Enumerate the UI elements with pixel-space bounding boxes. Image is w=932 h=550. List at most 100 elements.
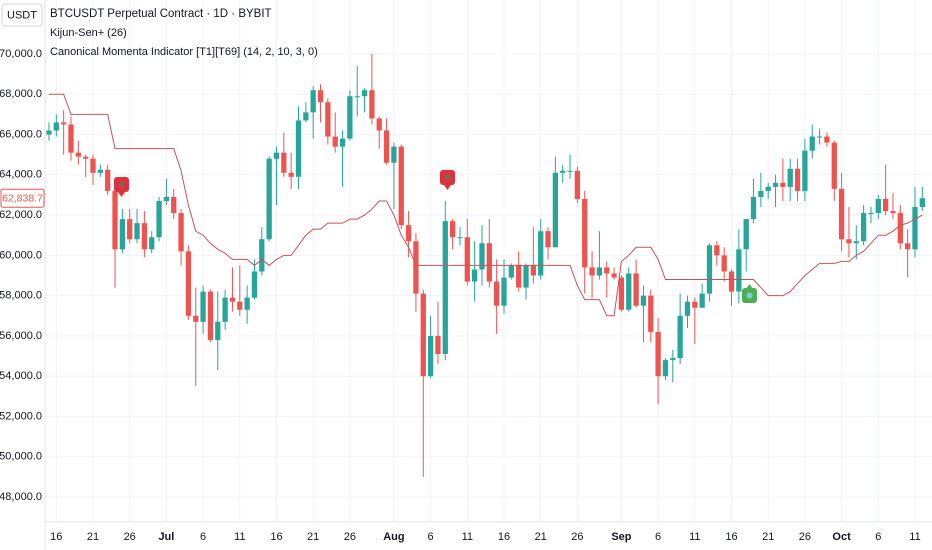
candle-body <box>596 267 603 276</box>
candle-body <box>714 245 720 256</box>
candle-body <box>149 237 155 250</box>
y-tick-label: 54,000.0 <box>0 370 42 382</box>
symbol-title: BTCUSDT Perpetual Contract · 1D · BYBIT <box>50 8 272 20</box>
candle-body <box>838 188 845 240</box>
candle-body <box>457 237 463 239</box>
currency-box[interactable] <box>1 3 43 27</box>
candle-body <box>325 102 331 137</box>
x-tick-label: 6 <box>200 531 206 543</box>
candle-body <box>816 136 823 138</box>
x-tick-label: 11 <box>909 531 920 543</box>
y-tick-label: 68,000.0 <box>0 88 42 100</box>
y-tick-label: 52,000.0 <box>0 410 42 422</box>
indicator-momenta: Canonical Momenta Indicator [T1][T69] (1… <box>50 46 318 58</box>
x-tick-label: 11 <box>462 531 473 543</box>
candle-body <box>405 225 412 242</box>
candle-body <box>90 158 96 173</box>
candle-body <box>317 90 324 103</box>
candle-body <box>435 335 441 355</box>
x-tick-label: Oct <box>832 531 851 543</box>
candle-body <box>134 223 140 240</box>
candle-body <box>383 130 390 163</box>
x-tick-label: 26 <box>124 531 136 543</box>
x-tick-label: 6 <box>655 531 661 543</box>
indicator-kijun: Kijun-Sen+ (26) <box>50 27 127 39</box>
candle-body <box>633 273 639 306</box>
signal-pointer <box>118 192 125 197</box>
x-tick-label: 6 <box>875 531 881 543</box>
candle-body <box>699 293 705 308</box>
mark-layer <box>46 53 925 477</box>
candle-body <box>46 130 52 135</box>
candle-body <box>743 219 749 250</box>
last-price-box <box>0 188 45 208</box>
y-tick-label: 56,000.0 <box>0 330 42 342</box>
candle-body <box>545 231 551 248</box>
candle-body <box>75 152 81 157</box>
last-price-label: 62,838.7 <box>2 192 43 204</box>
candle-body <box>53 122 59 131</box>
x-tick-label: Jul <box>158 531 174 543</box>
candle-body <box>193 315 199 322</box>
signal-icon <box>746 292 753 299</box>
signal-buy <box>742 284 757 303</box>
candle-body <box>772 182 779 187</box>
candle-body <box>303 112 309 121</box>
candle-body <box>427 335 434 377</box>
candle-body <box>163 196 170 201</box>
candle-body <box>831 142 837 189</box>
candle-body <box>398 146 404 226</box>
candle-body <box>860 213 867 242</box>
signal-sell <box>114 177 129 197</box>
candle-body <box>97 169 103 173</box>
candle-body <box>655 331 661 377</box>
x-tick-label: 26 <box>799 531 811 543</box>
signal-pointer <box>746 284 753 289</box>
candle-body <box>266 158 272 240</box>
candle-body <box>112 190 118 250</box>
candle-body <box>251 271 258 298</box>
candle-body <box>765 186 771 191</box>
candle-body <box>449 221 456 238</box>
x-tick-label: 16 <box>725 531 737 543</box>
candle-body <box>582 198 588 268</box>
x-tick-label: 21 <box>87 531 99 543</box>
candle-body <box>794 168 801 191</box>
x-tick-label: 11 <box>689 531 700 543</box>
candle-body <box>648 295 654 332</box>
candle-body <box>494 281 500 306</box>
candle-body <box>905 243 911 250</box>
candle-body <box>560 170 566 173</box>
signal-icon <box>444 174 451 181</box>
candle-body <box>567 170 573 172</box>
candle-body <box>706 245 713 294</box>
candle-body <box>185 251 192 316</box>
candle-body <box>538 231 544 276</box>
x-tick-label: Aug <box>383 531 404 543</box>
candle-body <box>802 150 808 191</box>
candle-body <box>618 277 625 310</box>
candle-body <box>684 301 691 316</box>
signal-pointer <box>444 185 451 190</box>
candle-body <box>824 136 830 143</box>
candle-body <box>846 239 852 244</box>
candle-body <box>83 156 89 159</box>
candle-body <box>670 358 676 361</box>
x-tick-label: 11 <box>234 531 245 543</box>
candle-body <box>508 265 514 278</box>
candle-body <box>127 219 133 240</box>
candle-body <box>728 271 735 292</box>
x-tick-label: 21 <box>535 531 547 543</box>
candle-body <box>758 190 764 197</box>
y-tick-label: 60,000.0 <box>0 249 42 261</box>
candle-body <box>244 297 250 310</box>
candle-body <box>105 169 111 191</box>
candle-body <box>178 213 184 252</box>
x-tick-label: 16 <box>270 531 282 543</box>
x-tick-label: 21 <box>307 531 319 543</box>
candle-body <box>222 297 228 322</box>
candle-body <box>259 239 265 272</box>
candle-body <box>479 243 485 270</box>
candle-body <box>464 237 470 282</box>
y-tick-label: 50,000.0 <box>0 451 42 463</box>
